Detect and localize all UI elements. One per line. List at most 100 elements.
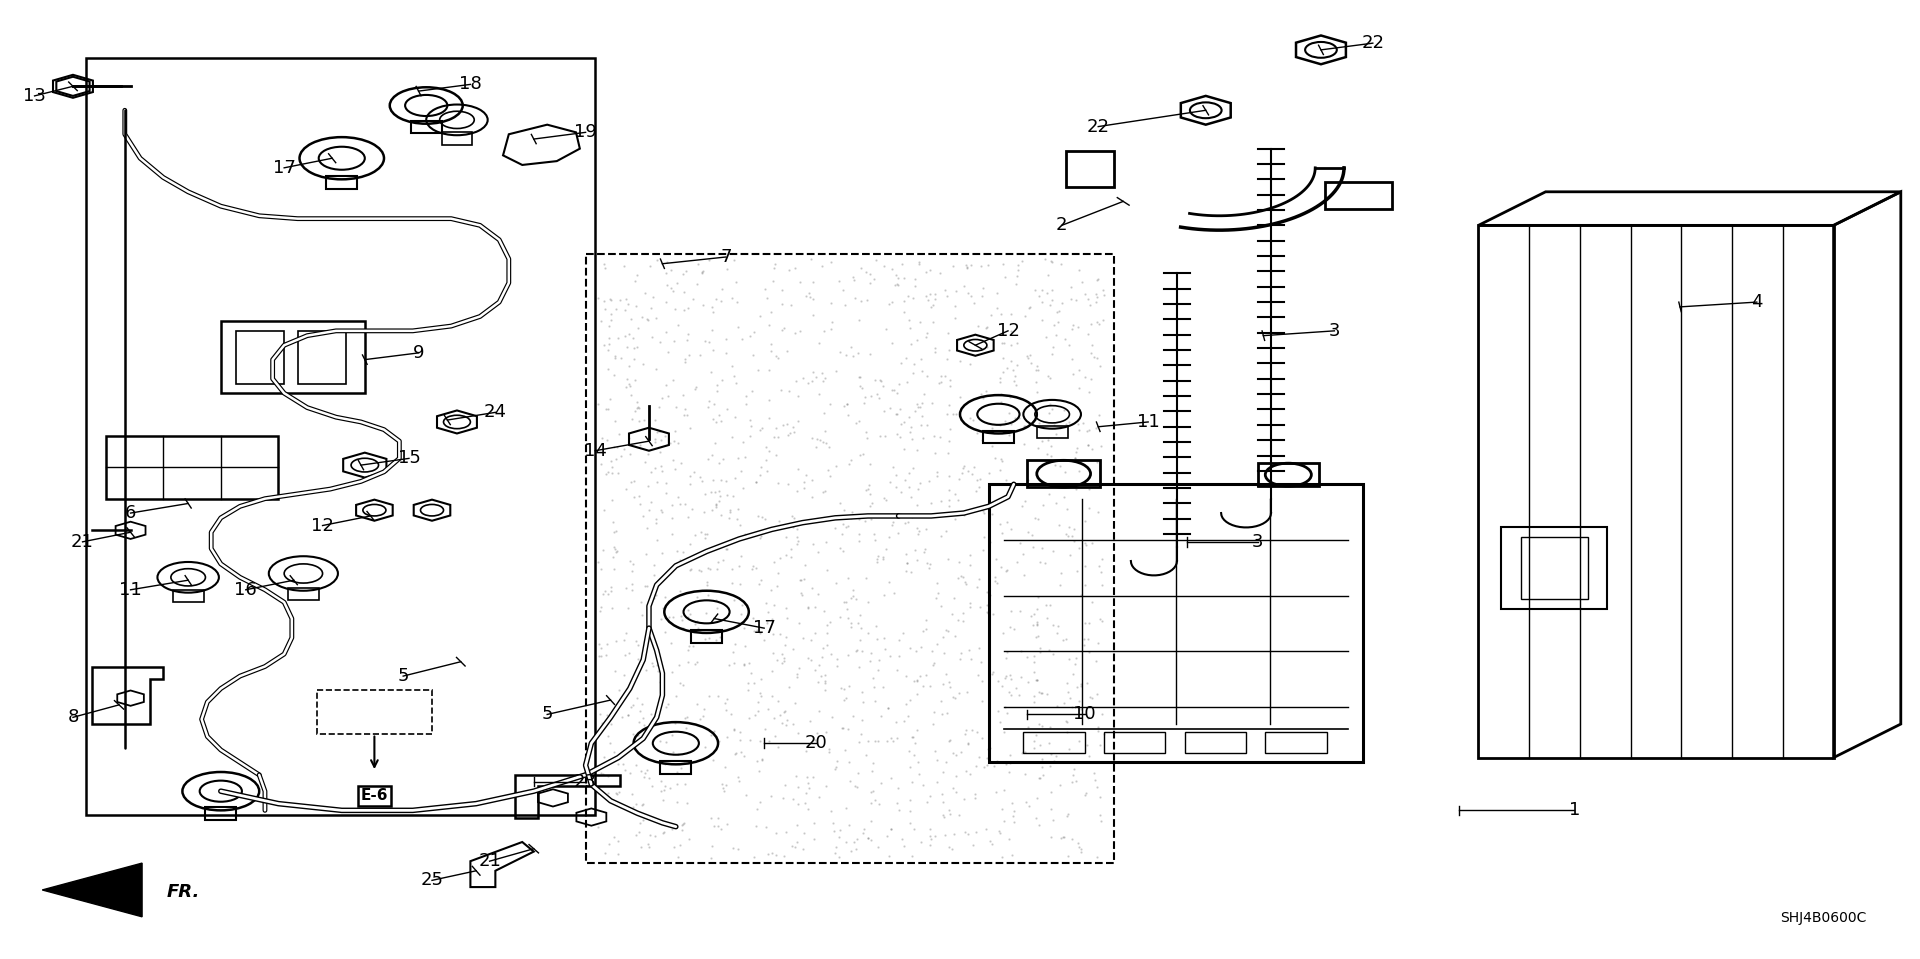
Point (778, 642, 808, 657)
Point (810, 724, 841, 739)
Point (887, 831, 918, 847)
Point (595, 292, 626, 308)
Point (655, 434, 685, 450)
Point (1031, 597, 1062, 613)
Point (743, 694, 774, 710)
Point (1043, 619, 1073, 634)
Point (1083, 408, 1114, 423)
Point (845, 511, 876, 526)
Point (712, 262, 743, 277)
Point (989, 813, 1020, 829)
Point (659, 461, 689, 477)
Point (991, 700, 1021, 715)
Point (927, 809, 958, 825)
Point (808, 433, 839, 449)
Point (588, 767, 618, 783)
Point (1087, 313, 1117, 328)
Point (1048, 695, 1079, 711)
Point (657, 728, 687, 743)
Point (1039, 317, 1069, 333)
Point (1021, 385, 1052, 400)
Point (637, 330, 668, 345)
Point (710, 331, 741, 346)
Point (766, 646, 797, 662)
Point (637, 289, 668, 304)
Point (868, 680, 899, 695)
Point (916, 822, 947, 837)
Point (657, 635, 687, 650)
Point (1064, 363, 1094, 378)
Point (634, 624, 664, 640)
Point (1062, 835, 1092, 851)
Point (593, 836, 624, 852)
Point (620, 403, 651, 418)
Point (1006, 498, 1037, 513)
Point (641, 425, 672, 440)
Point (726, 463, 756, 479)
Point (739, 324, 770, 339)
Point (618, 556, 649, 572)
Point (1018, 617, 1048, 632)
Point (996, 848, 1027, 863)
Point (693, 335, 724, 350)
Point (925, 368, 956, 384)
Text: 25: 25 (420, 872, 444, 889)
Point (1064, 319, 1094, 335)
Point (726, 576, 756, 592)
Point (682, 613, 712, 628)
Point (751, 464, 781, 480)
Point (964, 472, 995, 487)
Point (1025, 685, 1056, 700)
Point (1073, 631, 1104, 646)
Point (899, 673, 929, 689)
Point (611, 580, 641, 596)
Point (860, 693, 891, 709)
Point (814, 741, 845, 757)
Point (1085, 737, 1116, 753)
Point (641, 532, 672, 548)
Point (1025, 751, 1056, 766)
Point (732, 396, 762, 411)
Point (760, 729, 791, 744)
Point (670, 263, 701, 278)
Point (1031, 687, 1062, 702)
Point (968, 542, 998, 557)
Point (1066, 844, 1096, 859)
Point (756, 521, 787, 536)
Point (783, 797, 814, 812)
Point (833, 754, 864, 769)
Point (597, 600, 628, 616)
Point (1073, 710, 1104, 725)
Bar (1027, 460, 1100, 487)
Point (856, 496, 887, 511)
Point (899, 748, 929, 763)
Point (728, 434, 758, 450)
Point (781, 667, 812, 682)
Point (845, 727, 876, 742)
Point (735, 733, 766, 748)
Point (975, 308, 1006, 323)
Point (933, 492, 964, 507)
Point (812, 563, 843, 578)
Point (970, 505, 1000, 521)
Point (902, 526, 933, 542)
Point (996, 795, 1027, 810)
Point (808, 640, 839, 655)
Point (660, 689, 691, 704)
Point (730, 639, 760, 654)
Point (689, 526, 720, 542)
Point (831, 801, 862, 816)
Point (1000, 680, 1031, 695)
Point (753, 702, 783, 717)
Point (689, 530, 720, 546)
Point (935, 422, 966, 437)
Point (885, 416, 916, 432)
Point (695, 727, 726, 742)
Point (804, 386, 835, 401)
Point (632, 579, 662, 595)
Point (851, 265, 881, 280)
Point (591, 466, 622, 481)
Point (972, 319, 1002, 335)
Point (591, 402, 622, 417)
Point (1064, 262, 1094, 277)
